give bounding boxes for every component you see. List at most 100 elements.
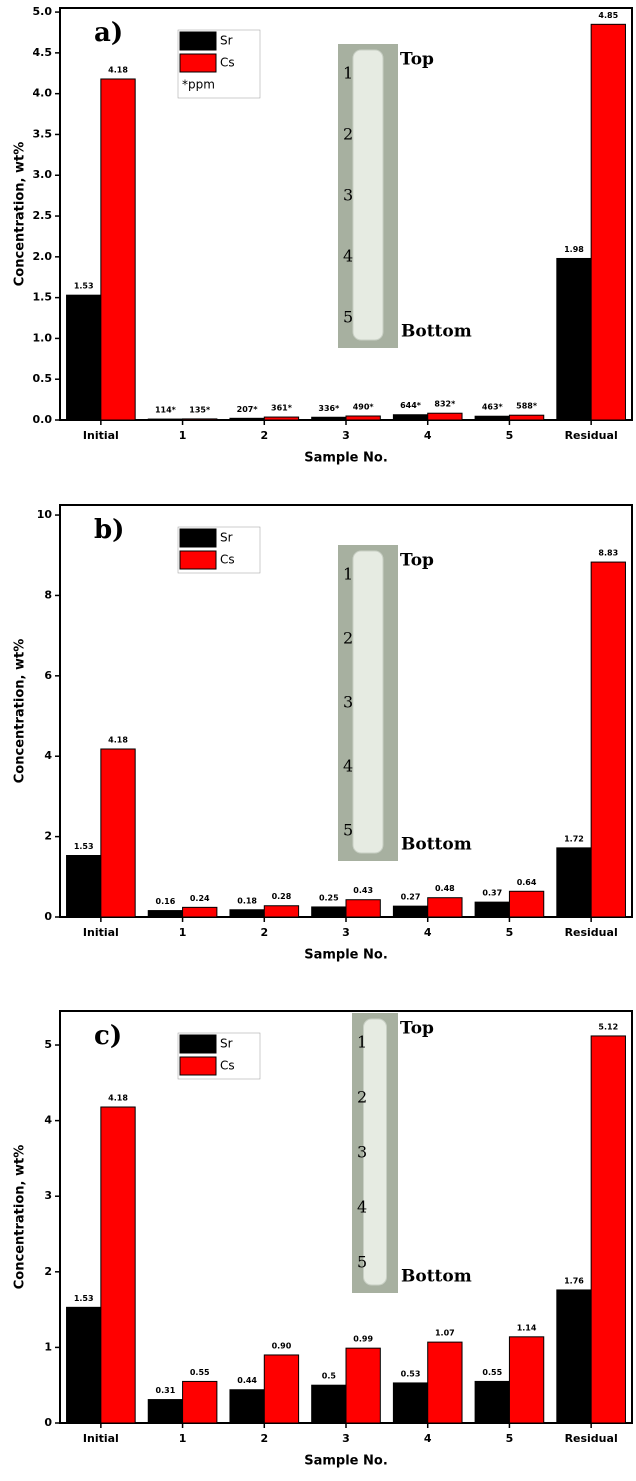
bar bbox=[311, 416, 347, 421]
legend-label: Sr bbox=[220, 34, 233, 48]
x-tick-label: 1 bbox=[179, 429, 187, 442]
bar bbox=[590, 561, 626, 918]
x-tick-label: 5 bbox=[506, 1432, 514, 1445]
tube-position: 5 bbox=[357, 1253, 367, 1272]
value-label: 0.44 bbox=[237, 1376, 257, 1385]
bar bbox=[345, 415, 381, 421]
tube-position: 3 bbox=[357, 1143, 367, 1162]
bar bbox=[392, 905, 429, 918]
value-label: 0.25 bbox=[319, 893, 339, 902]
x-axis-label: Sample No. bbox=[304, 451, 388, 466]
x-tick-label: 1 bbox=[179, 1432, 187, 1445]
bar bbox=[590, 1035, 626, 1424]
bar bbox=[263, 416, 300, 421]
y-tick-label: 2.5 bbox=[33, 209, 53, 222]
bar bbox=[345, 899, 381, 918]
y-tick-label: 4 bbox=[44, 1114, 52, 1127]
bar bbox=[427, 1341, 463, 1424]
x-tick-label: 3 bbox=[342, 926, 350, 939]
x-tick-label: 2 bbox=[260, 926, 268, 939]
bar bbox=[474, 415, 510, 421]
x-tick-label: Residual bbox=[565, 429, 618, 442]
bar bbox=[556, 257, 592, 421]
bar bbox=[311, 906, 347, 918]
bar bbox=[392, 1382, 429, 1424]
y-tick-label: 5 bbox=[44, 1038, 52, 1051]
value-label: 0.90 bbox=[272, 1341, 292, 1350]
value-label: 361* bbox=[271, 404, 293, 413]
value-label: 463* bbox=[482, 403, 504, 412]
x-tick-label: 4 bbox=[424, 429, 432, 442]
bar bbox=[229, 417, 265, 421]
y-tick-label: 0.0 bbox=[33, 413, 53, 426]
x-tick-label: Initial bbox=[83, 1432, 119, 1445]
value-label: 4.85 bbox=[598, 11, 618, 20]
bar bbox=[474, 1380, 510, 1424]
value-label: 0.5 bbox=[322, 1372, 337, 1381]
bar bbox=[229, 1389, 265, 1424]
bar bbox=[100, 748, 136, 918]
tube-position: 4 bbox=[343, 247, 353, 266]
y-axis-label: Concentration, wt% bbox=[13, 1145, 28, 1289]
y-tick-label: 3 bbox=[44, 1189, 52, 1202]
bar bbox=[508, 1336, 545, 1424]
value-label: 4.18 bbox=[108, 1094, 128, 1103]
value-label: 1.53 bbox=[74, 282, 94, 291]
value-label: 0.55 bbox=[190, 1368, 210, 1377]
bar bbox=[427, 897, 463, 918]
y-tick-label: 4 bbox=[44, 749, 52, 762]
y-tick-label: 2 bbox=[44, 830, 52, 843]
x-axis-label: Sample No. bbox=[304, 1454, 388, 1469]
bar bbox=[474, 901, 510, 918]
x-axis-label: Sample No. bbox=[304, 948, 388, 963]
x-tick-label: 1 bbox=[179, 926, 187, 939]
bar bbox=[66, 1306, 102, 1424]
bar bbox=[556, 1289, 592, 1424]
x-tick-label: 3 bbox=[342, 1432, 350, 1445]
tube-position: 4 bbox=[357, 1198, 367, 1217]
legend-swatch bbox=[179, 31, 217, 51]
x-tick-label: Residual bbox=[565, 1432, 618, 1445]
tube bbox=[363, 1018, 387, 1286]
x-tick-label: 4 bbox=[424, 1432, 432, 1445]
tube-bottom: Bottom bbox=[401, 322, 472, 342]
value-label: 114* bbox=[155, 406, 177, 415]
y-tick-label: 4.0 bbox=[33, 87, 53, 100]
tube-bottom: Bottom bbox=[401, 835, 472, 855]
bar bbox=[508, 414, 545, 421]
value-label: 0.37 bbox=[482, 889, 502, 898]
value-label: 1.07 bbox=[435, 1329, 455, 1338]
value-label: 1.76 bbox=[564, 1276, 584, 1285]
tube-top: Top bbox=[400, 1019, 434, 1039]
tube bbox=[352, 49, 384, 341]
x-tick-label: 2 bbox=[260, 1432, 268, 1445]
x-tick-label: 5 bbox=[506, 926, 514, 939]
bar bbox=[182, 1380, 218, 1424]
value-label: 1.98 bbox=[564, 245, 584, 254]
bar bbox=[345, 1347, 381, 1424]
value-label: 1.53 bbox=[74, 842, 94, 851]
tube-position: 4 bbox=[343, 757, 353, 776]
y-tick-label: 0.5 bbox=[33, 372, 53, 385]
tube-top: Top bbox=[400, 551, 434, 571]
value-label: 1.53 bbox=[74, 1294, 94, 1303]
value-label: 0.53 bbox=[401, 1369, 421, 1378]
legend-label: Sr bbox=[220, 1037, 233, 1051]
value-label: 4.18 bbox=[108, 65, 128, 74]
value-label: 0.27 bbox=[401, 893, 421, 902]
value-label: 1.72 bbox=[564, 834, 584, 843]
value-label: 0.31 bbox=[156, 1386, 176, 1395]
value-label: 207* bbox=[237, 405, 259, 414]
value-label: 490* bbox=[353, 403, 375, 412]
legend-swatch bbox=[179, 1034, 217, 1054]
bar bbox=[263, 905, 300, 918]
value-label: 644* bbox=[400, 401, 422, 410]
tube-position: 1 bbox=[343, 64, 353, 83]
y-tick-label: 1.0 bbox=[33, 331, 53, 344]
y-tick-label: 6 bbox=[44, 669, 52, 682]
bar bbox=[182, 418, 218, 421]
bar bbox=[100, 78, 136, 421]
value-label: 135* bbox=[189, 405, 211, 414]
tube bbox=[352, 550, 384, 854]
